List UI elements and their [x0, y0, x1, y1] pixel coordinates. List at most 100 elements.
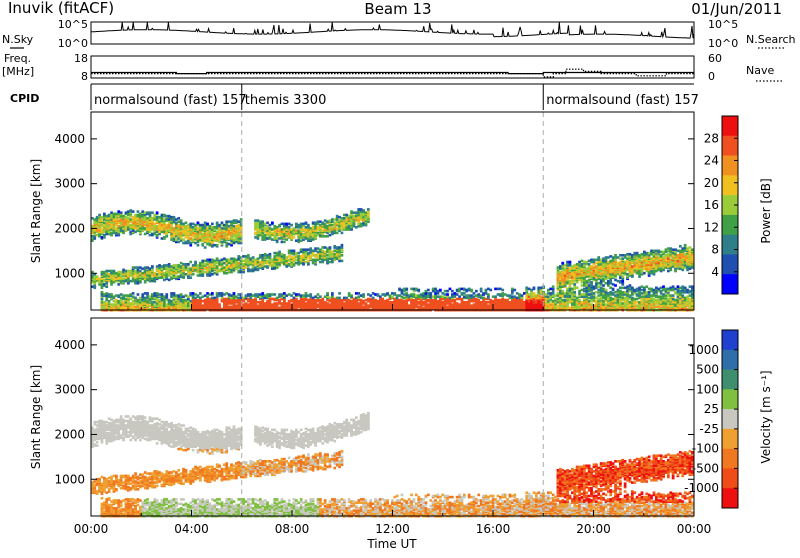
heatmap-cell [372, 303, 375, 306]
heatmap-cell [192, 223, 195, 226]
heatmap-cell [293, 256, 296, 259]
heatmap-cell [242, 297, 245, 300]
heatmap-cell [425, 302, 428, 305]
heatmap-cell [185, 263, 188, 266]
heatmap-cell [180, 219, 183, 222]
heatmap-cell [209, 225, 212, 228]
heatmap-cell [249, 269, 252, 272]
heatmap-cell [405, 288, 408, 291]
heatmap-cell [249, 257, 252, 260]
heatmap-cell [177, 217, 180, 220]
heatmap-cell [168, 263, 171, 266]
heatmap-cell [295, 229, 298, 232]
heatmap-cell [146, 297, 149, 300]
heatmap-cell [223, 293, 226, 296]
heatmap-cell [141, 293, 144, 296]
heatmap-cell [129, 293, 132, 296]
heatmap-cell [585, 292, 588, 295]
heatmap-cell [422, 307, 425, 310]
heatmap-cell [273, 257, 276, 260]
heatmap-cell [427, 292, 430, 295]
heatmap-cell [216, 244, 219, 247]
heatmap-cell [307, 294, 310, 297]
heatmap-cell [237, 297, 240, 300]
heatmap-cell [173, 264, 176, 267]
heatmap-cell [139, 303, 142, 306]
heatmap-cell [473, 298, 476, 301]
heatmap-cell [228, 259, 231, 262]
heatmap-cell [341, 254, 344, 257]
heatmap-cell [269, 224, 272, 227]
heatmap-cell [513, 298, 516, 301]
heatmap-cell [329, 219, 332, 222]
heatmap-cell [331, 227, 334, 230]
heatmap-cell [398, 294, 401, 297]
heatmap-cell [221, 227, 224, 230]
heatmap-cell [585, 303, 588, 306]
heatmap-cell [103, 301, 106, 304]
heatmap-cell [213, 297, 216, 300]
heatmap-cell [218, 260, 221, 263]
heatmap-cell [247, 267, 250, 270]
heatmap-cell [593, 297, 596, 300]
heatmap-cell [177, 302, 180, 305]
heatmap-cell [252, 256, 255, 259]
heatmap-cell [117, 225, 120, 228]
heatmap-cell [513, 295, 516, 298]
heatmap-cell [511, 292, 514, 295]
heatmap-cell [144, 214, 147, 217]
heatmap-cell [163, 264, 166, 267]
heatmap-cell [285, 302, 288, 305]
heatmap-cell [144, 266, 147, 269]
heatmap-cell [341, 303, 344, 306]
heatmap-cell [146, 231, 149, 234]
heatmap-cell [475, 298, 478, 301]
heatmap-cell [173, 274, 176, 277]
heatmap-cell [180, 262, 183, 265]
heatmap-cell [331, 218, 334, 221]
heatmap-cell [283, 254, 286, 257]
heatmap-cell [235, 259, 238, 262]
heatmap-cell [278, 228, 281, 231]
heatmap-cell [132, 266, 135, 269]
heatmap-cell [259, 254, 262, 257]
heatmap-cell [153, 304, 156, 307]
heatmap-cell [297, 293, 300, 296]
heatmap-cell [537, 287, 540, 290]
heatmap-cell [144, 292, 147, 295]
heatmap-cell [285, 223, 288, 226]
heatmap-cell [189, 242, 192, 245]
heatmap-cell [108, 300, 111, 303]
heatmap-cell [444, 302, 447, 305]
heatmap-cell [403, 288, 406, 291]
heatmap-cell [177, 275, 180, 278]
heatmap-cell [319, 299, 322, 302]
heatmap-cell [264, 265, 267, 268]
heatmap-cell [461, 288, 464, 291]
heatmap-cell [96, 234, 99, 237]
heatmap-cell [319, 220, 322, 223]
heatmap-cell [213, 260, 216, 263]
heatmap-cell [261, 220, 264, 223]
heatmap-cell [259, 293, 262, 296]
cpid-label: CPID [10, 92, 39, 105]
heatmap-cell [216, 257, 219, 260]
heatmap-cell [288, 255, 291, 258]
heatmap-cell [345, 218, 348, 221]
noise-right-tick-top: 10^5 [708, 18, 738, 31]
heatmap-cell [321, 235, 324, 238]
heatmap-cell [547, 295, 550, 298]
heatmap-cell [329, 261, 332, 264]
heatmap-cell [278, 237, 281, 240]
heatmap-cell [165, 303, 168, 306]
heatmap-cell [170, 236, 173, 239]
heatmap-cell [105, 292, 108, 295]
heatmap-cell [151, 278, 154, 281]
heatmap-cell [590, 297, 593, 300]
heatmap-cell [439, 298, 442, 301]
heatmap-cell [247, 254, 250, 257]
heatmap-cell [273, 255, 276, 258]
heatmap-cell [273, 229, 276, 232]
heatmap-cell [439, 295, 442, 298]
